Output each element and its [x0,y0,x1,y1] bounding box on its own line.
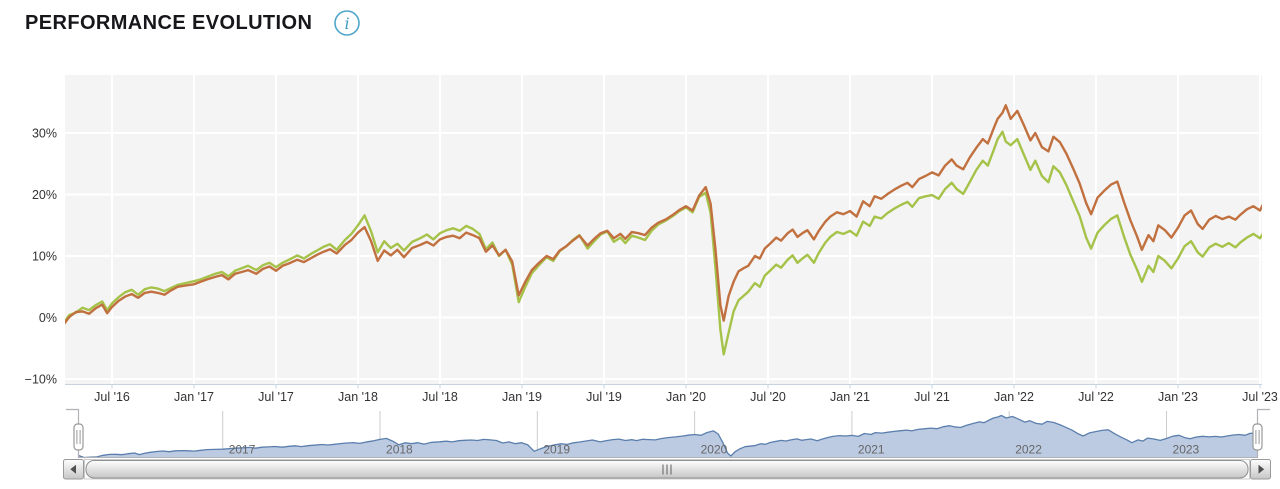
scrollbar-left-arrow-icon [70,464,76,474]
navigator-outline-left [66,408,80,458]
info-icon-glyph: i [345,14,350,33]
y-tick-label: 10% [32,250,57,264]
panel-header: PERFORMANCE EVOLUTION i [25,8,362,38]
scrollbar[interactable] [63,459,1271,480]
x-tick-label: Jul '23 [1242,390,1278,404]
navigator-year-label: 2020 [701,443,728,457]
navigator-year-label: 2023 [1173,443,1200,457]
x-tick-label: Jul '20 [750,390,786,404]
x-tick-label: Jul '16 [94,390,130,404]
navigator-year-label: 2017 [229,443,256,457]
x-tick-label: Jul '19 [586,390,622,404]
x-tick-label: Jan '17 [174,390,214,404]
navigator-left-handle[interactable] [73,423,84,451]
x-tick-label: Jan '21 [830,390,870,404]
x-tick-label: Jan '20 [666,390,706,404]
navigator-right-handle[interactable] [1252,423,1263,451]
plot-area[interactable] [65,75,1262,384]
navigator-area[interactable] [78,415,1258,458]
y-tick-label: 20% [32,188,57,202]
x-tick-label: Jul '22 [1078,390,1114,404]
navigator-right-handle-body[interactable] [1252,423,1263,451]
navigator-year-label: 2021 [858,443,885,457]
y-tick-label: 30% [32,127,57,141]
scrollbar-right-arrow-icon [1258,464,1265,474]
scrollbar-left-button[interactable] [63,459,84,480]
y-tick-label: −10% [25,373,57,387]
x-tick-label: Jul '17 [258,390,294,404]
scrollbar-right-button[interactable] [1250,459,1271,480]
info-icon[interactable]: i [332,8,362,38]
navigator-year-label: 2019 [543,443,570,457]
navigator-left-handle-body[interactable] [73,423,84,451]
x-tick-label: Jul '18 [422,390,458,404]
x-tick-label: Jan '22 [994,390,1034,404]
info-icon-circle [334,10,361,36]
navigator[interactable]: 2017 2018 2019 2020 2021 2022 2023 [66,408,1270,459]
x-tick-label: Jan '19 [502,390,542,404]
navigator-year-label: 2022 [1015,443,1042,457]
navigator-outline-right [1256,408,1270,458]
x-tick-label: Jan '23 [1158,390,1198,404]
navigator-year-label: 2018 [386,443,413,457]
series-orange-line [65,104,1262,325]
x-tick-label: Jul '21 [914,390,950,404]
page-title: PERFORMANCE EVOLUTION [25,11,313,34]
navigator-series-line [77,414,1258,459]
x-tick-label: Jan '18 [338,390,378,404]
y-tick-label: 0% [39,311,57,325]
